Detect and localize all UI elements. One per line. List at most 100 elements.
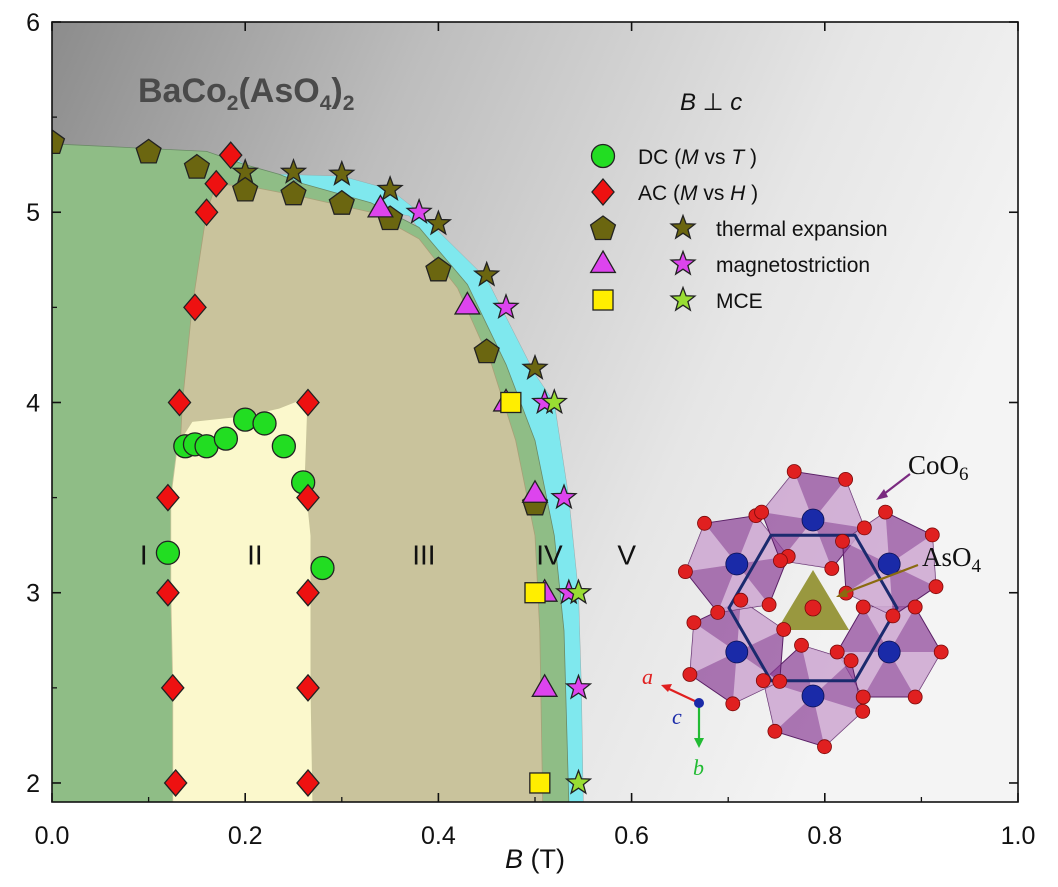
crystal-structure-inset: CoO6 AsO4 a c b xyxy=(642,450,982,780)
oxygen-atom xyxy=(710,605,726,620)
annotation-B: B xyxy=(680,89,696,116)
series-1-point-9 xyxy=(296,388,320,417)
cobalt-atom xyxy=(877,552,901,576)
chart-title: BaCo2(AsO4)2 xyxy=(138,72,354,115)
series-0-point-7 xyxy=(271,434,296,459)
series-1-point-11 xyxy=(296,578,320,607)
coo6-label-main: CoO xyxy=(908,450,959,480)
oxygen-atom xyxy=(855,689,871,705)
series-1-point-10 xyxy=(296,483,320,512)
title-part-c: (AsO xyxy=(238,72,319,110)
legend-label-part: M xyxy=(680,182,698,205)
octahedron-face xyxy=(763,680,813,732)
cobalt-atom xyxy=(801,684,825,708)
series-1-point-0 xyxy=(218,141,243,170)
oxygen-atom xyxy=(786,464,802,479)
y-tick-label: 5 xyxy=(26,199,40,227)
series-4-point-5 xyxy=(531,673,559,697)
y-tick-label: 3 xyxy=(26,580,40,608)
oxygen-atom xyxy=(857,520,872,536)
series-2-point-1 xyxy=(135,138,162,164)
axis-b-label: b xyxy=(693,755,704,780)
oxygen-atom xyxy=(843,653,859,669)
title-sub-4: 4 xyxy=(320,92,332,115)
phase-II-region xyxy=(170,396,314,802)
series-6-point-2 xyxy=(529,772,551,794)
arsenic-center-atom xyxy=(804,599,822,617)
series-2-point-2 xyxy=(183,153,211,179)
series-3-point-0 xyxy=(231,157,259,184)
series-5-point-1 xyxy=(492,293,520,320)
legend-entry: MCE xyxy=(592,285,763,313)
oxygen-atom xyxy=(878,504,893,520)
series-3-point-1 xyxy=(279,157,308,184)
oxygen-atom xyxy=(697,515,712,531)
y-tick-label: 2 xyxy=(26,770,40,798)
aso4-pointer-arrow xyxy=(841,563,919,596)
legend-marker-star xyxy=(669,213,697,240)
phase-label-I: I xyxy=(140,540,148,571)
series-7-point-2 xyxy=(564,768,593,795)
legend-label-part: vs xyxy=(699,146,732,169)
axis-a-label: a xyxy=(642,664,653,689)
oxygen-atom xyxy=(773,553,788,568)
field-direction-annotation: B ⊥ c xyxy=(680,89,742,116)
x-tick-label: 0.8 xyxy=(807,822,842,850)
octahedron-face xyxy=(813,696,863,747)
legend-label-part: magnetostriction xyxy=(716,254,870,277)
oxygen-atom xyxy=(924,527,940,543)
legend-entry: DC (M vs T ) xyxy=(590,143,757,169)
legend: DC (M vs T ) AC (M vs H ) thermal expansio… xyxy=(589,143,888,313)
honeycomb-hexagon xyxy=(727,533,899,683)
octahedron-face xyxy=(761,471,813,520)
legend-entry: thermal expansion xyxy=(589,213,888,241)
series-1-point-2 xyxy=(194,198,219,227)
oxygen-atom xyxy=(838,471,853,487)
legend-label-part: AC ( xyxy=(638,182,680,205)
oxygen-atom xyxy=(933,644,949,660)
coo6-pointer-head xyxy=(876,489,888,500)
legend-label: AC (M vs H ) xyxy=(638,182,758,205)
oxygen-atom xyxy=(907,599,923,615)
octahedron-face xyxy=(732,652,780,704)
legend-label-part: ) xyxy=(744,146,757,169)
x-tick-label: 1.0 xyxy=(1001,822,1036,850)
series-1-point-7 xyxy=(160,673,185,702)
series-0-point-4 xyxy=(213,426,239,451)
series-5-point-3 xyxy=(550,483,578,510)
oxygen-atom xyxy=(754,504,769,520)
y-tick-label: 4 xyxy=(26,389,40,417)
series-7-point-0 xyxy=(540,388,568,415)
series-6-point-0 xyxy=(500,391,522,414)
phase-label-III: III xyxy=(412,540,435,571)
phase-labels: I II III IV V xyxy=(140,540,637,571)
legend-label-part: H xyxy=(730,182,746,205)
legend-entry: AC (M vs H ) xyxy=(591,177,758,207)
oxygen-atom xyxy=(761,597,777,613)
x-tick-label: 0.4 xyxy=(421,822,456,850)
y-tick-label: 6 xyxy=(26,9,40,37)
legend-label-part: MCE xyxy=(716,290,763,313)
series-1-point-3 xyxy=(183,293,207,322)
legend-marker xyxy=(590,143,616,169)
annotation-perp: ⊥ xyxy=(696,89,730,116)
series-3-point-2 xyxy=(328,159,356,186)
series-2-point-4 xyxy=(280,180,307,206)
axis-a-head xyxy=(661,684,672,692)
octahedron-face xyxy=(889,534,936,587)
legend-label: MCE xyxy=(716,290,763,313)
series-4-point-0 xyxy=(366,194,394,218)
oxygen-atom xyxy=(755,673,771,688)
legend-label: magnetostriction xyxy=(716,254,870,277)
series-3-point-4 xyxy=(424,209,453,236)
oxygen-atom xyxy=(835,533,850,549)
octahedron-face xyxy=(889,652,942,697)
legend-marker xyxy=(591,177,615,207)
octahedron-face xyxy=(717,564,770,613)
cobalt-atom xyxy=(877,640,901,664)
series-1-point-8 xyxy=(163,768,188,797)
cobalt-atom xyxy=(725,640,749,664)
octahedron-face xyxy=(863,607,916,652)
oxygen-atom xyxy=(767,723,783,739)
